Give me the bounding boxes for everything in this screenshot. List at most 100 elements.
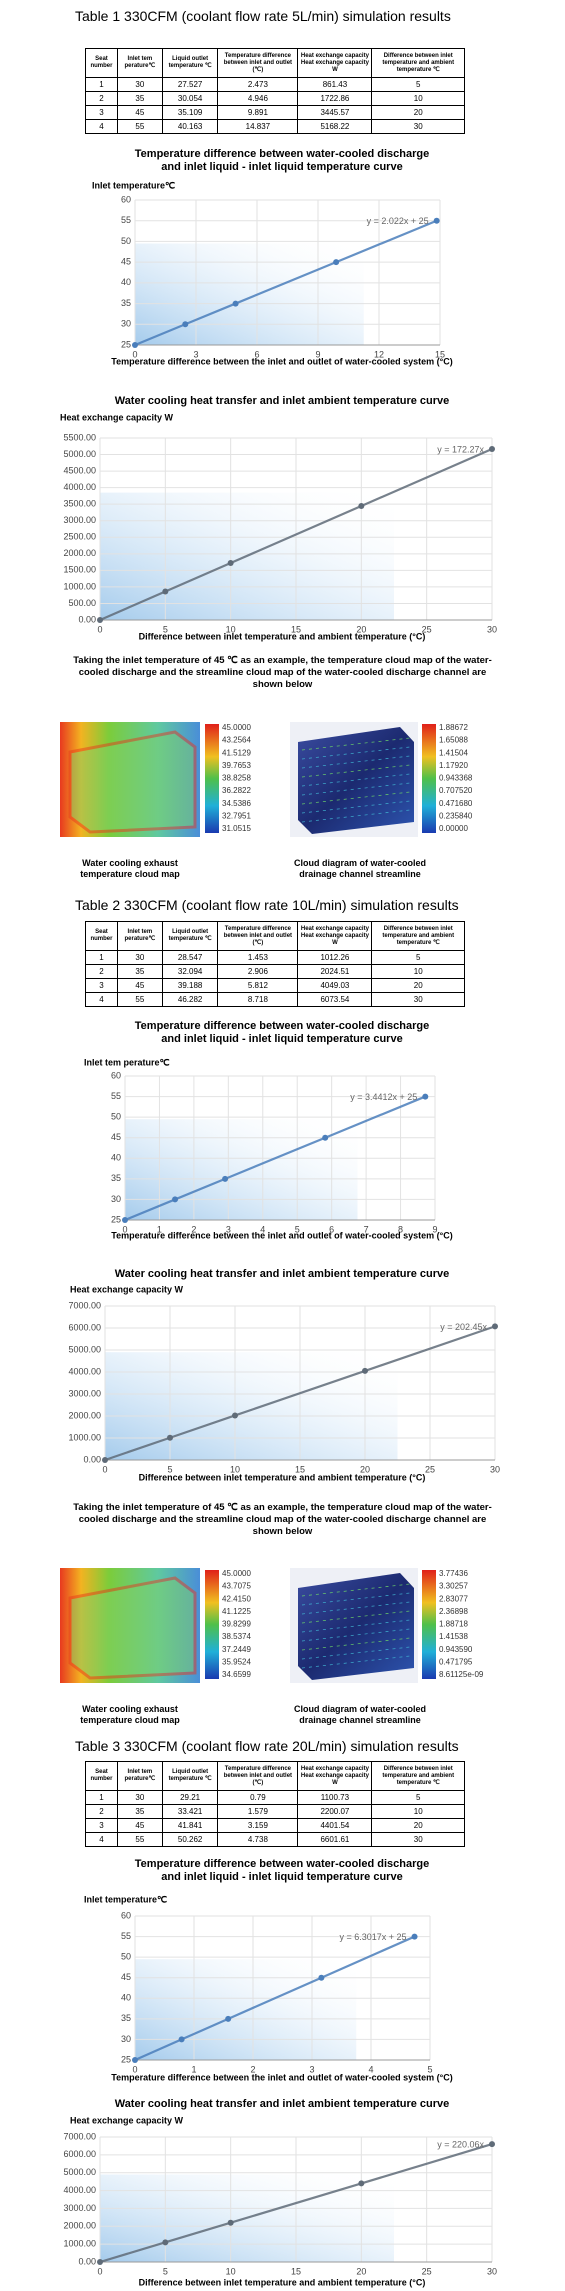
x-tick-label: 3 xyxy=(226,1224,231,1234)
scale-label: 41.5129 xyxy=(222,748,251,757)
x-tick-label: 0 xyxy=(97,624,102,634)
x-axis-label: Temperature difference between the inlet… xyxy=(111,2072,453,2082)
y-tick-label: 2500.00 xyxy=(63,532,96,542)
table-cell: 1722.86 xyxy=(297,91,373,106)
scale-label: 39.8299 xyxy=(222,1620,251,1629)
scale-label: 0.943590 xyxy=(439,1645,473,1654)
y-tick-label: 40 xyxy=(111,1153,121,1163)
x-tick-label: 9 xyxy=(315,349,320,359)
y-tick-label: 25 xyxy=(121,339,131,349)
y-tick-label: 50 xyxy=(121,236,131,246)
y-tick-label: 500.00 xyxy=(68,598,96,608)
x-tick-label: 1 xyxy=(191,2064,196,2074)
x-tick-label: 9 xyxy=(432,1224,437,1234)
scale-label: 0.00000 xyxy=(439,824,468,833)
scale-label: 31.0515 xyxy=(222,824,251,833)
x-tick-label: 1 xyxy=(157,1224,162,1234)
y-tick-label: 25 xyxy=(111,1214,121,1224)
header-cell: Inlet tem perature℃ xyxy=(116,48,163,78)
y-tick-label: 5500.00 xyxy=(63,432,96,442)
header-cell: Temperature difference between inlet and… xyxy=(217,48,299,78)
table-cell: 50.262 xyxy=(161,1832,219,1847)
table-cell: 4 xyxy=(85,1832,118,1847)
data-point xyxy=(227,559,234,566)
plot-shading xyxy=(135,243,364,345)
table-cell: 1 xyxy=(85,950,118,965)
table-cell: 1100.73 xyxy=(297,1790,373,1805)
x-tick-label: 0 xyxy=(132,349,137,359)
table-row: 4 55 40.163 14.837 5168.22 30 xyxy=(85,119,465,134)
x-tick-label: 15 xyxy=(435,349,445,359)
data-table: Seat number Inlet tem perature℃ Liquid out… xyxy=(85,1761,465,1847)
data-point xyxy=(358,2180,365,2187)
table-cell: 20 xyxy=(371,1818,465,1833)
table-cell: 55 xyxy=(116,1832,163,1847)
table-cell: 1 xyxy=(85,77,118,92)
header-cell: Heat exchange capacity Heat exchange cap… xyxy=(297,48,373,78)
data-point xyxy=(358,502,365,509)
x-tick-label: 15 xyxy=(291,624,301,634)
x-tick-label: 20 xyxy=(356,624,366,634)
trendline-label: y = 220.06x xyxy=(437,2139,484,2149)
scale-label: 1.65088 xyxy=(439,736,468,745)
x-tick-label: 20 xyxy=(360,1464,370,1474)
y-tick-label: 30 xyxy=(111,1194,121,1204)
scale-label: 1.17920 xyxy=(439,761,468,770)
x-tick-label: 20 xyxy=(356,2266,366,2276)
x-tick-label: 25 xyxy=(425,1464,435,1474)
y-axis-label: Inlet tem perature℃ xyxy=(84,1057,170,1067)
y-tick-label: 60 xyxy=(121,1910,131,1920)
y-tick-label: 30 xyxy=(121,319,131,329)
y-tick-label: 6000.00 xyxy=(63,2149,96,2159)
y-tick-label: 0.00 xyxy=(78,2256,96,2266)
header-cell: Liquid outlet temperature ℃ xyxy=(161,921,219,951)
y-tick-label: 3000.00 xyxy=(63,515,96,525)
scale-label: 1.88672 xyxy=(439,723,468,732)
table-cell: 46.282 xyxy=(161,992,219,1007)
scale-label: 3.30257 xyxy=(439,1582,468,1591)
table-row: 1 30 28.547 1.453 1012.26 5 xyxy=(85,950,465,965)
trendline-label: y = 2.022x + 25 xyxy=(367,216,429,226)
scale-label: 45.0000 xyxy=(222,1569,251,1578)
x-tick-label: 5 xyxy=(427,2064,432,2074)
data-point xyxy=(182,321,189,328)
y-tick-label: 5000.00 xyxy=(63,449,96,459)
table-cell: 2 xyxy=(85,964,118,979)
scale-label: 43.2564 xyxy=(222,736,251,745)
table-cell: 1 xyxy=(85,1790,118,1805)
data-table: Seat number Inlet tem perature℃ Liquid out… xyxy=(85,921,465,1007)
data-point xyxy=(227,2219,234,2226)
x-tick-label: 30 xyxy=(487,2266,497,2276)
scale-label: 2.83077 xyxy=(439,1594,468,1603)
caption: Cloud diagram of water-cooled drainage c… xyxy=(293,1704,426,1725)
header-cell: Difference between inlet temperature and… xyxy=(371,1761,465,1791)
table-cell: 45 xyxy=(116,1818,163,1833)
x-tick-label: 10 xyxy=(226,624,236,634)
colorbar xyxy=(422,724,436,833)
table-cell: 30.054 xyxy=(161,91,219,106)
table-cell: 5 xyxy=(371,1790,465,1805)
streamline-shape xyxy=(298,727,414,834)
data-point xyxy=(162,588,169,595)
y-tick-label: 3000.00 xyxy=(68,1388,101,1398)
y-tick-label: 2000.00 xyxy=(68,1410,101,1420)
table-cell: 35 xyxy=(116,91,163,106)
x-tick-label: 0 xyxy=(97,2266,102,2276)
table-cell: 5 xyxy=(371,77,465,92)
data-table: Seat number Inlet tem perature℃ Liquid out… xyxy=(85,48,465,134)
x-tick-label: 6 xyxy=(254,349,259,359)
table-row: 1 30 27.527 2.473 861.43 5 xyxy=(85,77,465,92)
table-row: 4 55 50.262 4.738 6601.61 30 xyxy=(85,1832,465,1847)
y-tick-label: 55 xyxy=(121,1931,131,1941)
table-cell: 55 xyxy=(116,119,163,134)
table-cell: 35.109 xyxy=(161,105,219,120)
caption: Cloud diagram of water-cooled drainage c… xyxy=(293,858,426,879)
scale-label: 0.471680 xyxy=(439,799,473,808)
y-tick-label: 1000.00 xyxy=(68,1432,101,1442)
y-axis-label: Inlet temperature℃ xyxy=(84,1894,167,1904)
plot-shading xyxy=(105,1352,398,1460)
table-cell: 1.579 xyxy=(217,1804,299,1819)
header-cell: Difference between inlet temperature and… xyxy=(371,921,465,951)
y-axis-label: Heat exchange capacity W xyxy=(60,412,174,422)
table-cell: 2200.07 xyxy=(297,1804,373,1819)
